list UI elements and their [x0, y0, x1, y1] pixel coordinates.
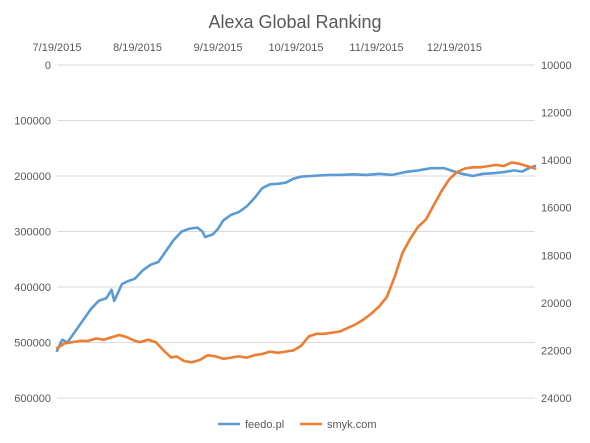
y-right-tick-label: 12000: [541, 108, 572, 120]
y-axis-right: 10000 12000 14000 16000 18000 20000 22000 24000: [541, 60, 572, 405]
legend: feedo.pl smyk.com: [218, 419, 377, 431]
y-right-tick-label: 16000: [541, 203, 572, 215]
y-left-tick-label: 0: [45, 60, 51, 72]
series-layer: [55, 161, 537, 364]
y-right-tick-label: 10000: [541, 60, 572, 72]
y-left-tick-label: 400000: [14, 282, 51, 294]
x-tick-label: 7/19/2015: [33, 42, 82, 54]
y-right-tick-label: 20000: [541, 298, 572, 310]
x-tick-label: 11/19/2015: [349, 42, 403, 54]
series-line-smyk-com: [55, 161, 537, 364]
x-tick-label: 12/19/2015: [427, 42, 482, 54]
y-axis-left: 0 100000 200000 300000 400000 500000 600000: [14, 60, 51, 405]
y-right-tick-label: 22000: [541, 345, 572, 357]
y-left-tick-label: 300000: [14, 227, 51, 239]
legend-label: feedo.pl: [245, 419, 284, 431]
x-tick-label: 9/19/2015: [194, 42, 243, 54]
x-tick-label: 10/19/2015: [268, 42, 323, 54]
x-tick-label: 8/19/2015: [113, 42, 162, 54]
legend-label: smyk.com: [327, 419, 377, 431]
series-line-feedo-pl: [55, 164, 537, 353]
y-left-tick-label: 100000: [14, 116, 51, 128]
y-right-tick-label: 24000: [541, 393, 572, 405]
chart-title: Alexa Global Ranking: [208, 12, 381, 32]
y-left-tick-label: 600000: [14, 393, 51, 405]
y-right-tick-label: 18000: [541, 250, 572, 262]
y-left-tick-label: 500000: [14, 338, 51, 350]
y-right-tick-label: 14000: [541, 155, 572, 167]
y-left-tick-label: 200000: [14, 171, 51, 183]
x-axis: 7/19/2015 8/19/2015 9/19/2015 10/19/2015 11/…: [33, 42, 482, 54]
